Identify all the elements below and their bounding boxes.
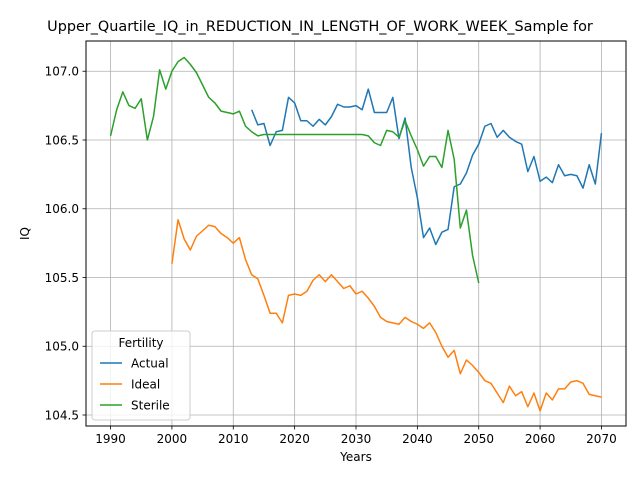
y-tick-label: 106.0 xyxy=(45,202,79,216)
series-line-ideal xyxy=(171,219,602,412)
chart-title: Upper_Quartile_IQ_in_REDUCTION_IN_LENGTH… xyxy=(47,19,593,35)
x-tick-label: 2010 xyxy=(218,432,249,446)
series-layer xyxy=(109,56,603,412)
x-tick-label: 2060 xyxy=(525,432,556,446)
legend-entries: Actual Ideal Sterile xyxy=(100,356,170,412)
y-axis-label: IQ xyxy=(18,227,32,240)
series-line-sterile xyxy=(109,56,480,284)
x-tick-label: 1990 xyxy=(95,432,126,446)
y-tick-label: 104.5 xyxy=(45,408,79,422)
legend-box xyxy=(91,330,191,421)
y-tick-label: 106.5 xyxy=(45,133,79,147)
x-tick-label: 2030 xyxy=(341,432,372,446)
x-tick-label: 2050 xyxy=(463,432,494,446)
x-tick-label: 2070 xyxy=(586,432,617,446)
series-line-actual xyxy=(250,88,603,246)
legend-label-actual: Actual xyxy=(131,356,169,370)
legend-label-ideal: Ideal xyxy=(131,377,160,391)
x-axis-label: Years xyxy=(339,450,372,464)
x-tick-label: 2000 xyxy=(157,432,188,446)
y-tick-label: 107.0 xyxy=(45,65,79,79)
x-tick-label: 2020 xyxy=(279,432,310,446)
y-tick-label: 105.5 xyxy=(45,271,79,285)
y-tick-label: 105.0 xyxy=(45,340,79,354)
x-tick-label: 2040 xyxy=(402,432,433,446)
legend: Fertility Actual Ideal Sterile xyxy=(91,330,191,421)
x-axis-ticks: 1990 2000 2010 2020 2030 2040 2050 2060 2070 xyxy=(95,426,617,446)
y-axis-ticks: 104.5 105.0 105.5 106.0 106.5 107.0 xyxy=(45,65,86,422)
legend-title: Fertility xyxy=(118,336,163,350)
legend-label-sterile: Sterile xyxy=(131,398,170,412)
